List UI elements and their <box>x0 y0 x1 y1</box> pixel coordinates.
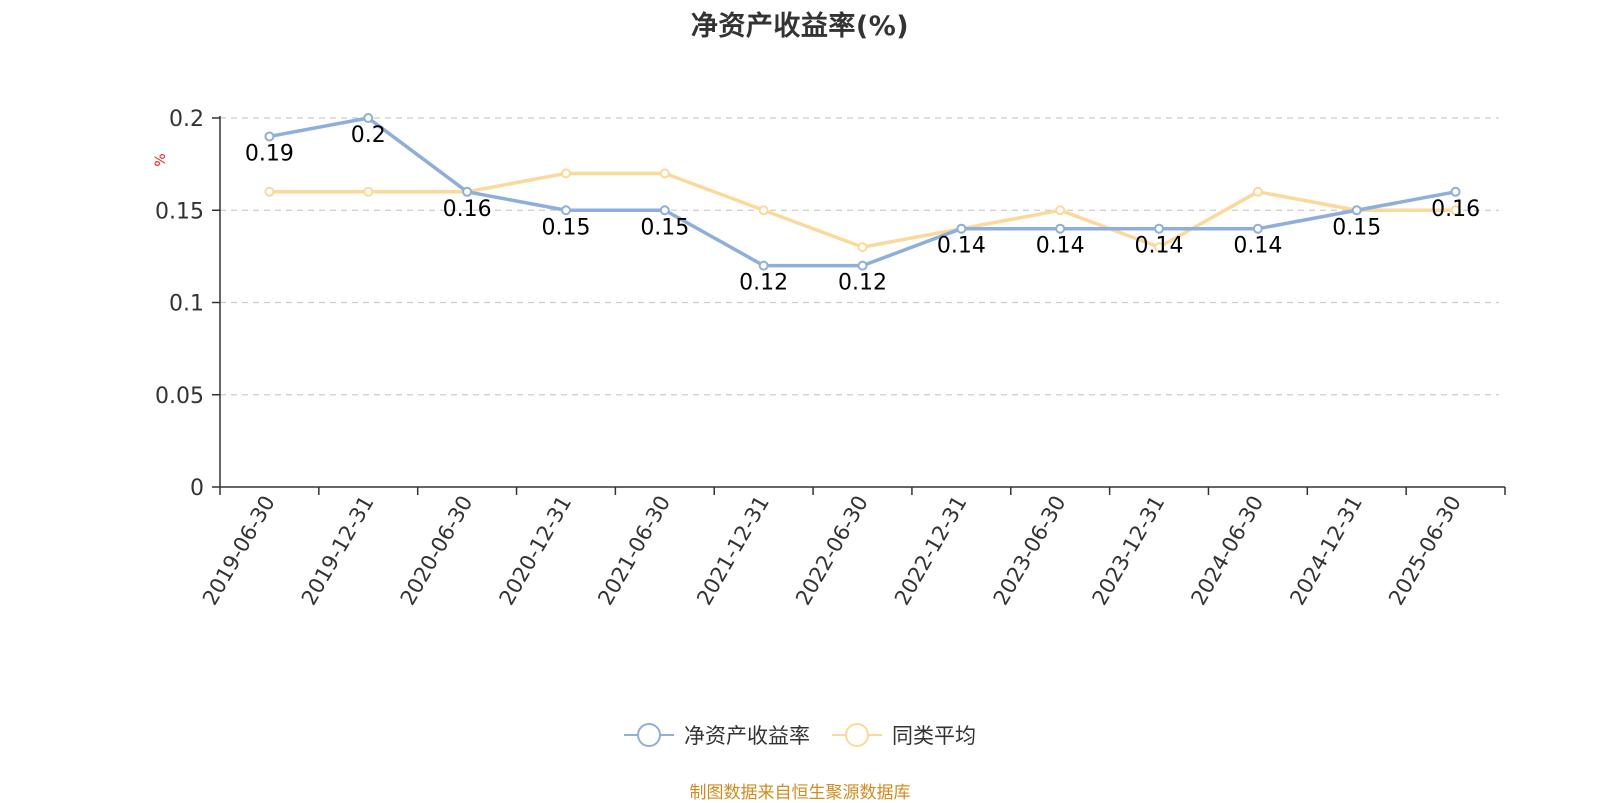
x-tick-label-8: 2023-06-30 <box>989 492 1071 610</box>
y-tick-label-1: 0.05 <box>155 384 204 409</box>
legend: 净资产收益率 同类平均 <box>0 720 1600 750</box>
data-label-4: 0.15 <box>640 215 689 240</box>
legend-item-series-1[interactable]: 净资产收益率 <box>624 720 810 750</box>
data-label-3: 0.15 <box>541 215 590 240</box>
series-1-point-8 <box>1055 223 1066 234</box>
series-lines <box>264 113 1461 271</box>
y-tick-label-4: 0.2 <box>169 107 204 132</box>
legend-marker-series-2 <box>832 723 882 747</box>
data-source-note: 制图数据来自恒生聚源数据库 <box>689 783 911 803</box>
series-1-point-10 <box>1252 223 1263 234</box>
series-2-point-0 <box>264 186 275 197</box>
y-tick-label-2: 0.1 <box>169 292 204 317</box>
series-1-point-0 <box>264 131 275 142</box>
legend-marker-series-1 <box>624 723 674 747</box>
y-tick-label-0: 0 <box>190 476 204 501</box>
series-1-point-9 <box>1154 223 1165 234</box>
series-1-point-7 <box>956 223 967 234</box>
data-label-11: 0.15 <box>1332 215 1381 240</box>
series-1-point-5 <box>758 260 769 271</box>
series-2-point-10 <box>1252 186 1263 197</box>
x-tick-label-5: 2021-12-31 <box>692 492 774 610</box>
chart-title: 净资产收益率(%) <box>690 11 910 42</box>
legend-item-series-2[interactable]: 同类平均 <box>832 720 976 750</box>
x-tick-label-3: 2020-12-31 <box>494 492 576 610</box>
series-1-point-2 <box>462 186 473 197</box>
x-tick-label-6: 2022-06-30 <box>791 492 873 610</box>
series-2-point-3 <box>560 168 571 179</box>
x-tick-label-7: 2022-12-31 <box>890 492 972 610</box>
series-2-point-8 <box>1055 205 1066 216</box>
data-label-7: 0.14 <box>937 234 986 259</box>
x-tick-label-10: 2024-06-30 <box>1186 492 1268 610</box>
series-1-point-12 <box>1450 186 1461 197</box>
x-tick-label-2: 2020-06-30 <box>396 492 478 610</box>
data-label-2: 0.16 <box>443 197 492 222</box>
legend-label-series-2: 同类平均 <box>892 724 976 748</box>
data-label-8: 0.14 <box>1036 234 1085 259</box>
x-tick-label-4: 2021-06-30 <box>593 492 675 610</box>
series-1-point-3 <box>560 205 571 216</box>
axes: 00.050.10.150.2%2019-06-30 2019-12-31 2020… <box>153 107 1506 610</box>
x-tick-label-11: 2024-12-31 <box>1285 492 1367 610</box>
x-tick-label-1: 2019-12-31 <box>297 492 379 610</box>
series-2-point-5 <box>758 205 769 216</box>
series-1-point-1 <box>363 113 374 123</box>
series-1-point-11 <box>1351 205 1362 216</box>
x-tick-label-12: 2025-06-30 <box>1384 492 1466 610</box>
series-1-point-4 <box>659 205 670 216</box>
data-labels: 0.19 0.2 0.16 0.15 0.15 0.12 0.12 0.14 0.14 0.14 0… <box>245 123 1480 296</box>
legend-label-series-1: 净资产收益率 <box>684 724 810 748</box>
series-2-point-4 <box>659 168 670 179</box>
series-2-point-12 <box>1450 205 1461 216</box>
data-label-9: 0.14 <box>1135 234 1184 259</box>
x-tick-label-0: 2019-06-30 <box>198 492 280 610</box>
data-label-6: 0.12 <box>838 271 887 296</box>
y-tick-label-3: 0.15 <box>155 199 204 224</box>
series-2-point-6 <box>857 242 868 253</box>
y-axis-title: % <box>153 153 169 166</box>
series-2-point-9 <box>1154 242 1165 253</box>
data-label-5: 0.12 <box>739 271 788 296</box>
data-label-10: 0.14 <box>1233 234 1282 259</box>
series-2-point-1 <box>363 186 374 197</box>
data-label-12: 0.16 <box>1431 197 1480 222</box>
series-1-point-6 <box>857 260 868 271</box>
grid-lines <box>220 117 1499 396</box>
data-label-1: 0.2 <box>351 123 386 148</box>
data-label-0: 0.19 <box>245 141 294 166</box>
x-tick-label-9: 2023-12-31 <box>1088 492 1170 610</box>
